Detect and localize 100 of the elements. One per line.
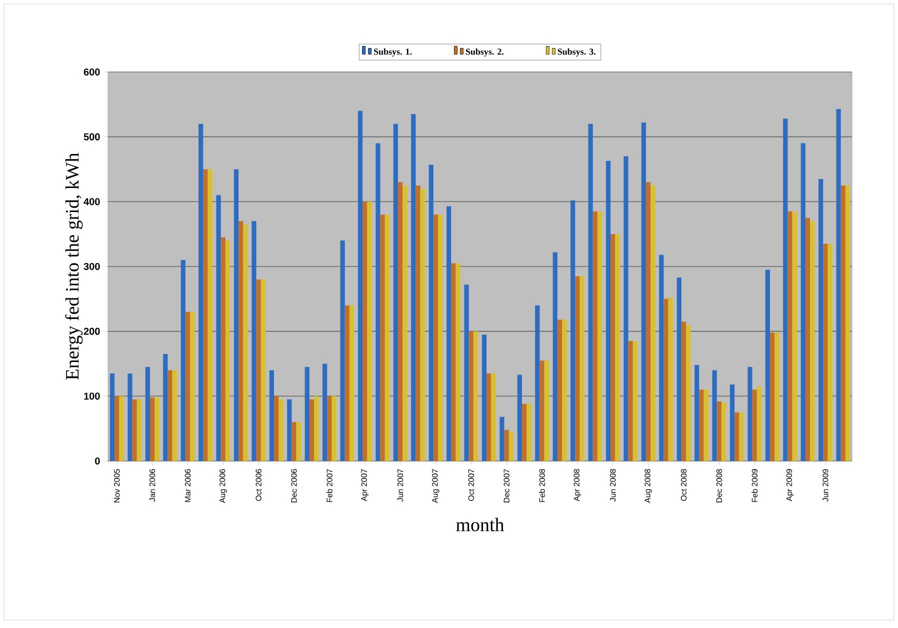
bar xyxy=(552,252,558,461)
x-axis-title: month xyxy=(456,518,504,532)
bar xyxy=(464,284,469,461)
bar xyxy=(278,399,284,461)
bar xyxy=(580,276,584,461)
bar xyxy=(540,360,544,461)
bar xyxy=(327,396,332,461)
bar xyxy=(610,234,616,461)
bar xyxy=(380,214,385,461)
bar xyxy=(845,185,850,461)
x-tick-label: Apr 2009 xyxy=(786,469,794,502)
bar xyxy=(203,169,208,461)
bar xyxy=(575,276,580,461)
bar xyxy=(557,320,562,461)
bar xyxy=(756,386,762,461)
x-tick-label: Jun 2007 xyxy=(397,469,404,502)
bar xyxy=(668,298,673,461)
y-tick-label: 500 xyxy=(84,133,100,140)
bar xyxy=(500,416,504,461)
x-tick-label: Aug 2008 xyxy=(644,469,652,504)
x-tick-label: Feb 2007 xyxy=(326,469,332,502)
y-tick-label: 600 xyxy=(84,68,100,76)
bar xyxy=(818,178,824,461)
bar xyxy=(256,279,261,461)
bar xyxy=(314,396,319,461)
bar xyxy=(451,263,456,461)
x-tick-label: Apr 2008 xyxy=(574,469,582,502)
bar xyxy=(810,221,815,461)
bar xyxy=(150,397,155,461)
bar xyxy=(220,237,226,461)
bar xyxy=(770,332,775,461)
bar xyxy=(504,430,509,461)
bar xyxy=(168,370,172,461)
bar xyxy=(473,331,478,461)
bar xyxy=(522,404,527,461)
bar xyxy=(721,402,726,461)
bar xyxy=(190,312,195,461)
bar xyxy=(128,373,132,461)
bar xyxy=(597,211,602,461)
x-tick-label: Aug 2006 xyxy=(220,469,227,504)
x-tick-label: Jun 2009 xyxy=(822,469,828,502)
bar xyxy=(641,122,646,461)
bar xyxy=(615,234,620,461)
bar xyxy=(836,108,841,461)
bar xyxy=(765,270,770,461)
bar xyxy=(208,169,212,461)
bar xyxy=(260,279,266,461)
bar xyxy=(734,412,740,461)
bar xyxy=(664,298,668,461)
bar xyxy=(420,188,425,461)
bar xyxy=(243,224,248,461)
y-tick-label: 200 xyxy=(84,328,100,335)
bar xyxy=(216,195,221,461)
bar xyxy=(716,401,722,461)
bar xyxy=(119,396,124,461)
x-tick-label: Apr 2007 xyxy=(361,469,368,502)
bar xyxy=(340,240,345,461)
bar xyxy=(416,185,420,461)
y-tick-label: 0 xyxy=(95,457,100,465)
bar xyxy=(632,341,638,461)
bar xyxy=(309,399,314,461)
bar xyxy=(704,390,708,461)
x-tick-label: Nov 2005 xyxy=(114,469,120,502)
bar xyxy=(172,370,177,461)
bar xyxy=(739,412,744,461)
y-tick-label: 300 xyxy=(84,262,100,270)
bar xyxy=(163,354,168,461)
bar xyxy=(562,320,567,461)
bar xyxy=(508,432,514,461)
bar xyxy=(468,331,474,461)
legend-label: Subsys. 3. xyxy=(558,48,596,57)
bar xyxy=(393,124,398,461)
bar xyxy=(296,422,301,461)
bar xyxy=(110,373,115,461)
x-tick-label: Dec 2007 xyxy=(504,469,510,502)
bar xyxy=(486,373,492,461)
bar xyxy=(823,244,828,461)
bar xyxy=(491,373,496,461)
bar xyxy=(367,202,372,461)
bar xyxy=(783,118,788,461)
bar xyxy=(252,221,256,461)
bar xyxy=(269,370,274,461)
bar xyxy=(840,185,846,461)
bar xyxy=(198,124,204,461)
bar xyxy=(225,240,230,461)
bar xyxy=(274,396,279,461)
bar xyxy=(304,366,310,461)
bar xyxy=(592,211,598,461)
bar xyxy=(646,182,651,461)
x-tick-label: Jan 2006 xyxy=(149,469,156,502)
bar xyxy=(544,360,549,461)
x-tick-label: Oct 2008 xyxy=(680,469,687,501)
bar xyxy=(517,374,522,461)
x-tick-label: Feb 2008 xyxy=(539,469,545,502)
bar xyxy=(145,366,150,461)
x-tick-label: Jun 2008 xyxy=(610,469,616,502)
bar xyxy=(362,202,368,461)
bar xyxy=(292,422,296,461)
x-tick-label: Dec 2008 xyxy=(716,469,722,502)
bar xyxy=(699,390,704,461)
